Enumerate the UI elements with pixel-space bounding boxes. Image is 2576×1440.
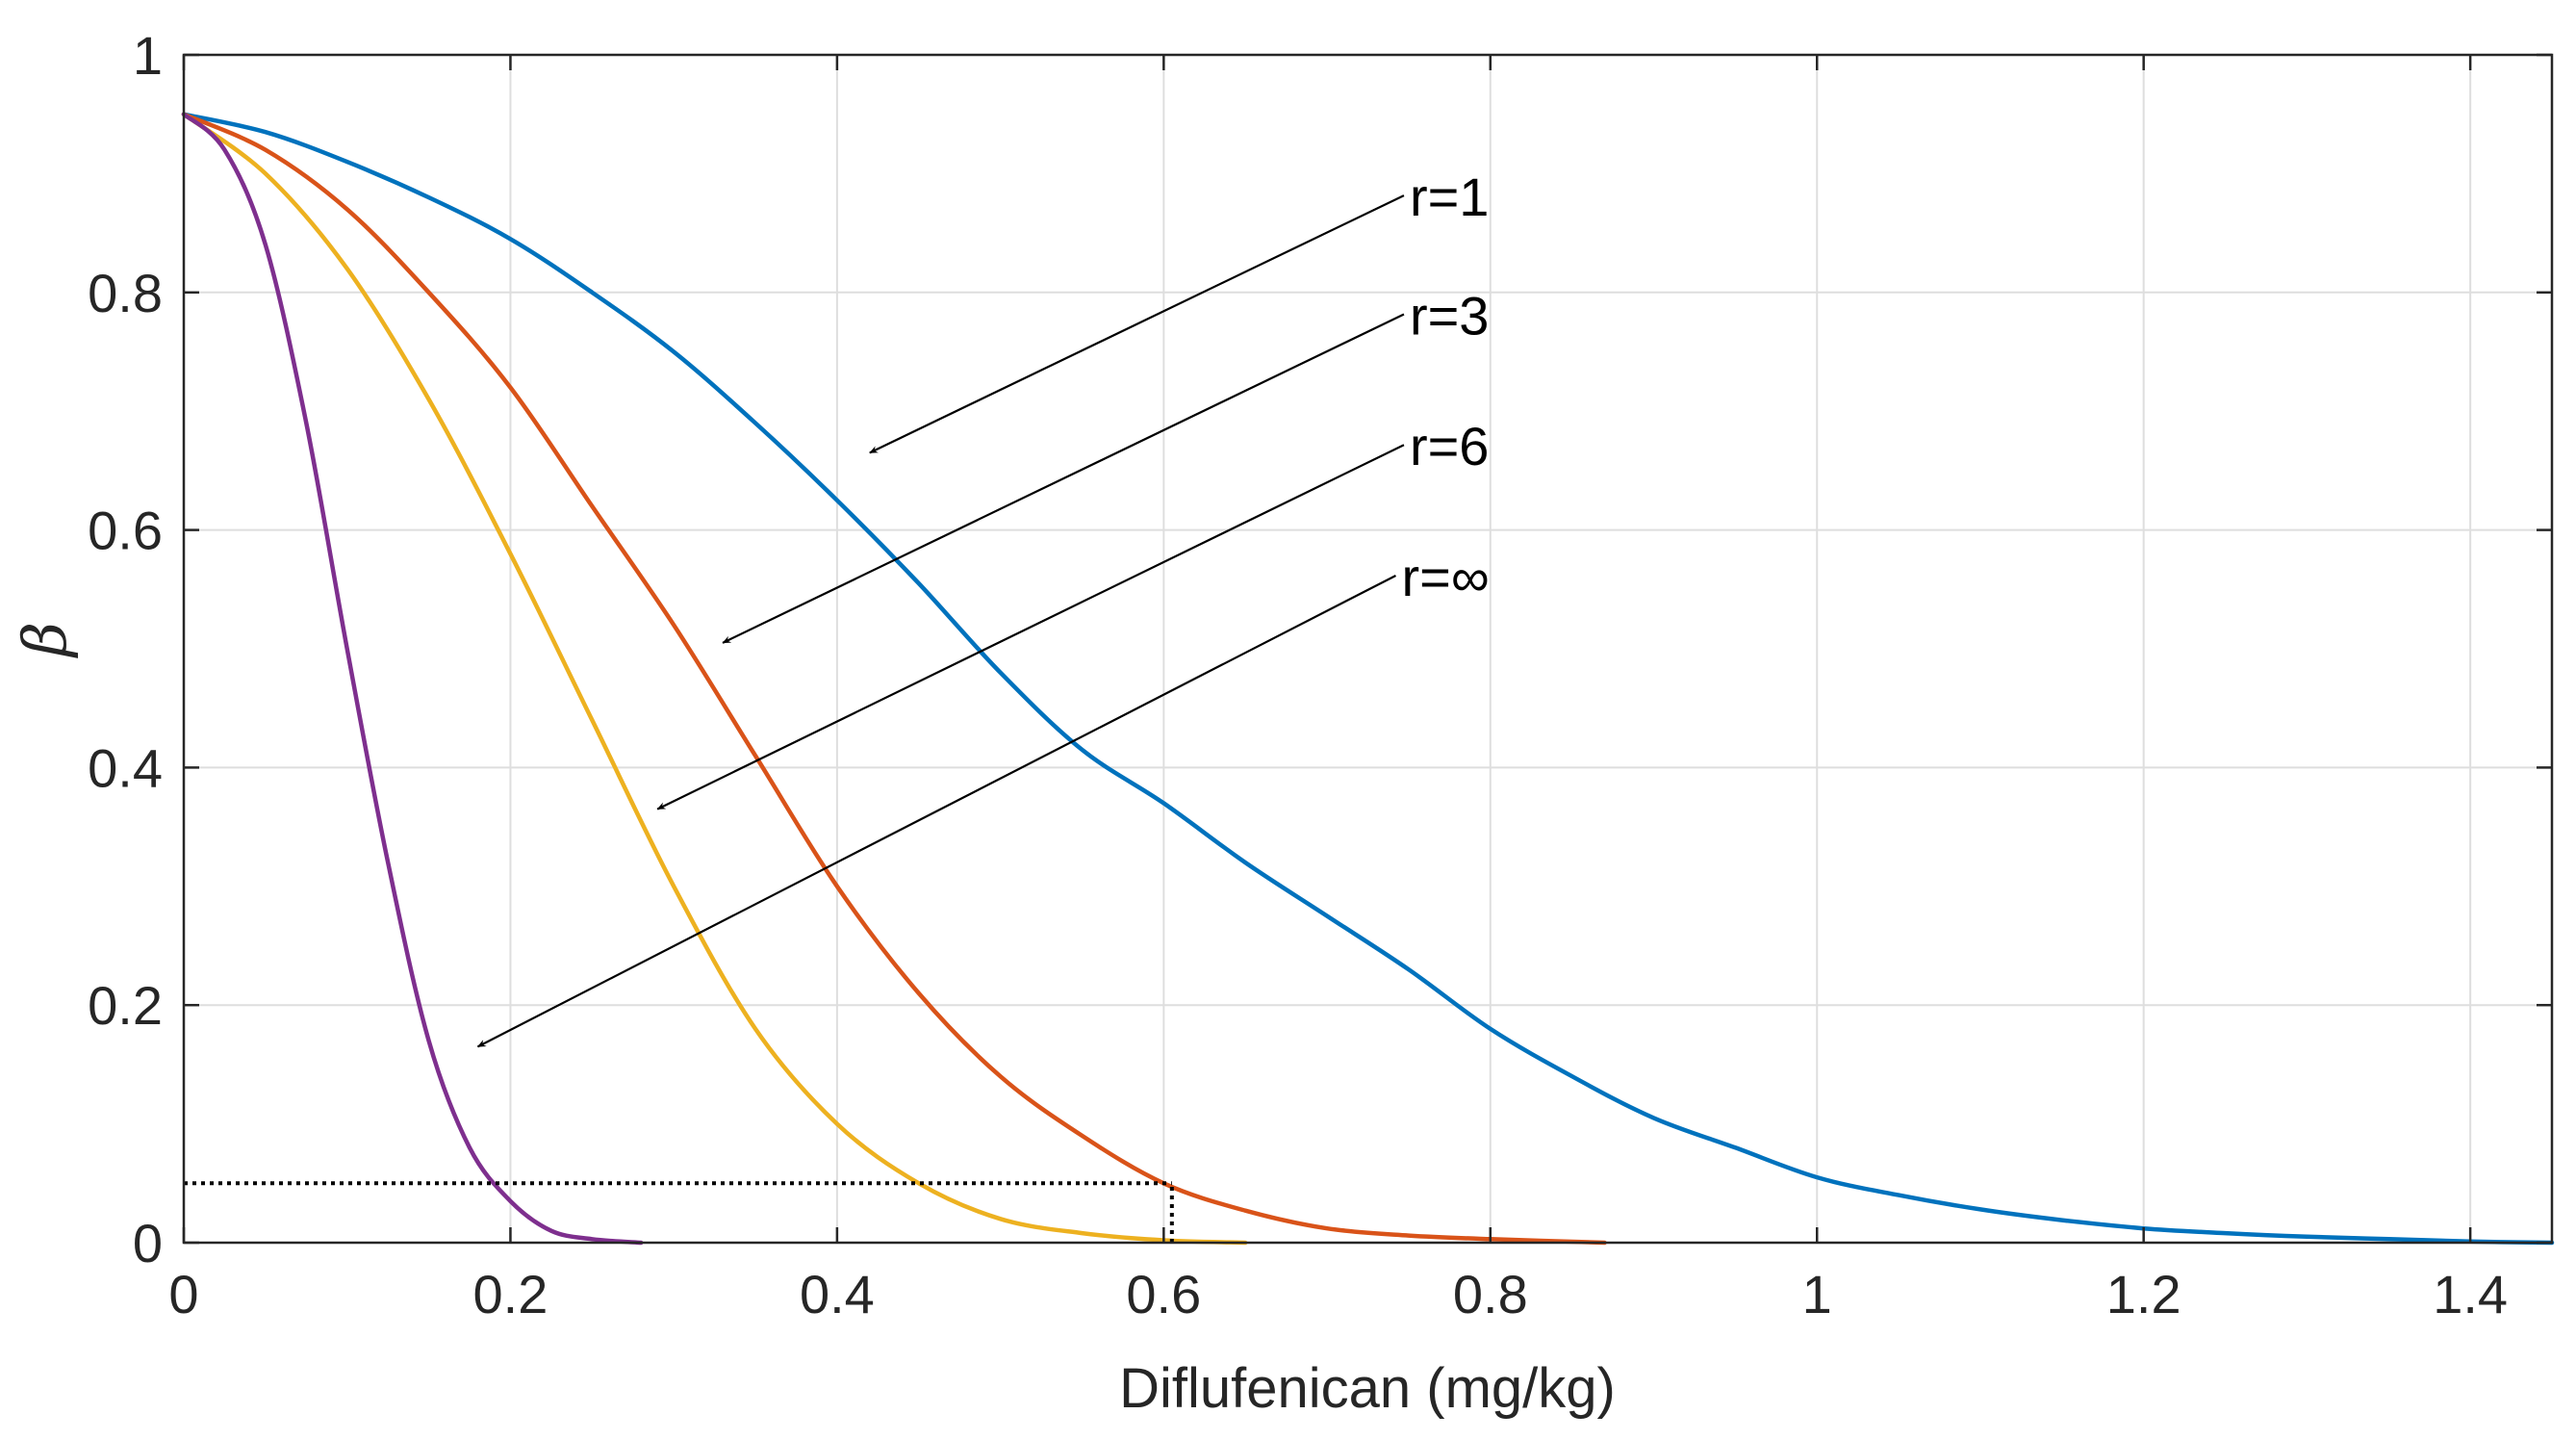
series-line-r-3	[181, 112, 1607, 1246]
series-line-r-inf	[181, 112, 644, 1246]
x-tick-label: 0.8	[1453, 1264, 1528, 1324]
y-axis-title: β	[10, 622, 80, 658]
x-axis-title: Diflufenican (mg/kg)	[1119, 1357, 1616, 1420]
y-tick-label: 0.2	[88, 975, 163, 1036]
y-tick-label: 0.8	[88, 263, 163, 323]
annotation-arrow-r-1	[869, 194, 1405, 454]
y-tick-label: 1	[133, 25, 163, 86]
series-line-r-6	[181, 112, 1248, 1246]
annotation-label-r-1: r=1	[1410, 167, 1490, 227]
annotation-label-r-inf: r=∞	[1401, 547, 1489, 607]
y-tick-label: 0	[133, 1213, 163, 1273]
annotation-arrow-r-inf	[476, 574, 1396, 1048]
annotation-arrow-r-3	[722, 313, 1405, 644]
annotation-arrow-r-6	[656, 444, 1405, 810]
x-tick-label: 0.2	[473, 1264, 548, 1324]
plot-area-frame	[182, 53, 2554, 1245]
x-tick-label: 0	[168, 1264, 198, 1324]
x-tick-label: 1.4	[2433, 1264, 2508, 1324]
x-tick-label: 0.6	[1126, 1264, 1201, 1324]
x-tick-label: 1.2	[2106, 1264, 2181, 1324]
y-tick-label: 0.4	[88, 737, 163, 798]
annotation-label-r-3: r=3	[1410, 285, 1490, 346]
x-tick-label: 1	[1802, 1264, 1832, 1324]
y-tick-label: 0.6	[88, 501, 163, 561]
plot-area-background	[184, 55, 2552, 1243]
x-tick-label: 0.4	[800, 1264, 875, 1324]
annotation-label-r-6: r=6	[1410, 416, 1490, 476]
